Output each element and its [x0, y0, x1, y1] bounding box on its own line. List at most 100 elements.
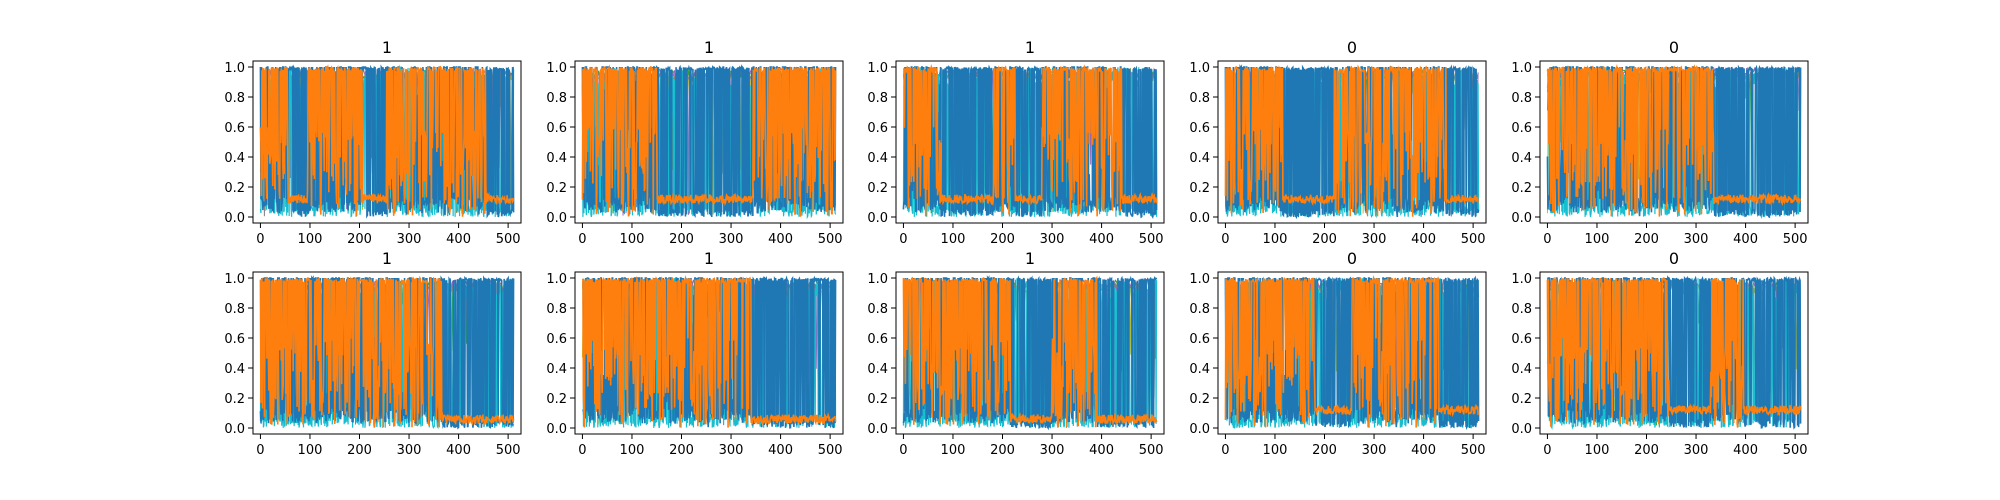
subplot-title: 0	[1347, 249, 1357, 268]
x-tick-label: 0	[578, 232, 586, 247]
y-tick-label: 1.0	[867, 61, 888, 76]
axes-frame	[1217, 271, 1487, 435]
y-tick-label: 1.0	[546, 272, 567, 287]
y-tick-label: 0.6	[1189, 121, 1210, 136]
x-tick-label: 100	[1585, 232, 1610, 247]
plot-area	[1224, 275, 1480, 431]
series-orange	[1224, 275, 1479, 428]
subplot-6: 1 0.0 0.2 0.4 0.6 0.8 1.0 0 100 200 300 400 500	[224, 249, 522, 458]
y-tick-label: 1.0	[1511, 61, 1532, 76]
subplot-title: 1	[704, 249, 714, 268]
x-tick-label: 200	[1634, 232, 1659, 247]
series-blue	[902, 64, 1158, 219]
x-tick-label: 400	[1733, 232, 1758, 247]
series-orange	[581, 275, 837, 428]
axes-frame	[252, 271, 522, 435]
axes-frame	[895, 60, 1165, 224]
y-tick-label: 0.2	[546, 181, 567, 196]
plot-area	[1546, 275, 1802, 430]
y-tick-label: 0.6	[546, 121, 567, 136]
x-tick-label: 400	[1411, 232, 1436, 247]
y-tick-label: 0.0	[224, 211, 245, 226]
y-tick-label: 0.4	[546, 362, 567, 377]
y-tick-label: 0.4	[224, 151, 245, 166]
subplot-9: 0 0.0 0.2 0.4 0.6 0.8 1.0 0 100 200 300 400 500	[1189, 249, 1487, 458]
y-tick-label: 0.4	[1511, 362, 1532, 377]
y-tick-label: 1.0	[224, 272, 245, 287]
plot-area	[902, 275, 1158, 431]
subplot-10: 0 0.0 0.2 0.4 0.6 0.8 1.0 0 100 200 300 400 500	[1511, 249, 1809, 458]
series-blue	[1547, 275, 1802, 430]
y-tick-label: 0.6	[867, 332, 888, 347]
y-tick-label: 0.4	[867, 151, 888, 166]
y-tick-label: 1.0	[1189, 272, 1210, 287]
y-tick-label: 0.8	[224, 302, 245, 317]
plot-area	[259, 64, 515, 219]
y-tick-label: 0.8	[867, 91, 888, 106]
y-tick-label: 0.0	[1511, 422, 1532, 437]
x-tick-label: 0	[1543, 232, 1551, 247]
subplot-title: 1	[704, 38, 714, 57]
x-tick-label: 400	[446, 232, 471, 247]
axes-frame	[574, 60, 844, 224]
x-tick-label: 500	[1139, 443, 1164, 458]
x-tick-label: 100	[298, 443, 323, 458]
x-tick-label: 300	[1040, 443, 1065, 458]
y-tick-label: 0.8	[1189, 91, 1210, 106]
y-tick-label: 0.0	[546, 422, 567, 437]
y-tick-label: 0.6	[1511, 332, 1532, 347]
x-tick-label: 100	[941, 232, 966, 247]
subplot-4: 0 0.0 0.2 0.4 0.6 0.8 1.0 0 100 200 300 400 500	[1189, 38, 1487, 247]
y-tick-label: 0.4	[224, 362, 245, 377]
x-tick-label: 400	[1089, 232, 1114, 247]
y-tick-label: 0.8	[224, 91, 245, 106]
x-tick-label: 500	[818, 232, 843, 247]
y-tick-label: 0.4	[867, 362, 888, 377]
axes-frame	[895, 271, 1165, 435]
series-blue	[902, 275, 1158, 431]
y-tick-label: 0.6	[1511, 121, 1532, 136]
axes-frame	[1539, 60, 1809, 224]
x-tick-label: 400	[768, 232, 793, 247]
axes-frame	[574, 271, 844, 435]
x-tick-label: 0	[256, 232, 264, 247]
plot-area	[1546, 64, 1802, 220]
subplot-2: 1 0.0 0.2 0.4 0.6 0.8 1.0 0 100 200 300 400 500	[546, 38, 844, 247]
subplot-title: 1	[1025, 38, 1035, 57]
subplot-title: 0	[1669, 249, 1679, 268]
x-tick-label: 500	[1783, 232, 1808, 247]
x-tick-label: 200	[1312, 443, 1337, 458]
x-tick-label: 100	[1263, 443, 1288, 458]
x-tick-label: 0	[256, 443, 264, 458]
y-tick-label: 1.0	[546, 61, 567, 76]
series-orange	[1546, 64, 1802, 217]
y-tick-label: 0.8	[1511, 302, 1532, 317]
series-blue	[581, 64, 837, 219]
y-tick-label: 0.2	[867, 392, 888, 407]
subplot-title: 0	[1669, 38, 1679, 57]
x-tick-label: 200	[990, 443, 1015, 458]
x-tick-label: 100	[1263, 232, 1288, 247]
y-tick-label: 0.4	[1189, 151, 1210, 166]
plot-area	[259, 275, 515, 430]
x-tick-label: 0	[578, 443, 586, 458]
subplot-7: 1 0.0 0.2 0.4 0.6 0.8 1.0 0 100 200 300 400 500	[546, 249, 844, 458]
y-tick-label: 0.0	[1511, 211, 1532, 226]
x-tick-label: 300	[397, 232, 422, 247]
subplot-8: 1 0.0 0.2 0.4 0.6 0.8 1.0 0 100 200 300 400 500	[867, 249, 1165, 458]
subplot-5: 0 0.0 0.2 0.4 0.6 0.8 1.0 0 100 200 300 400 500	[1511, 38, 1809, 247]
y-tick-label: 0.6	[867, 121, 888, 136]
series-orange	[1546, 276, 1802, 428]
axes-frame	[1539, 271, 1809, 435]
y-tick-label: 0.2	[224, 392, 245, 407]
x-tick-label: 200	[669, 232, 694, 247]
x-tick-label: 400	[1733, 443, 1758, 458]
x-tick-label: 200	[1634, 443, 1659, 458]
series-orange	[902, 275, 1158, 428]
x-tick-label: 300	[1040, 232, 1065, 247]
x-tick-label: 500	[1139, 232, 1164, 247]
y-tick-label: 0.4	[1511, 151, 1532, 166]
x-tick-label: 200	[347, 443, 372, 458]
series-orange	[1224, 64, 1479, 217]
